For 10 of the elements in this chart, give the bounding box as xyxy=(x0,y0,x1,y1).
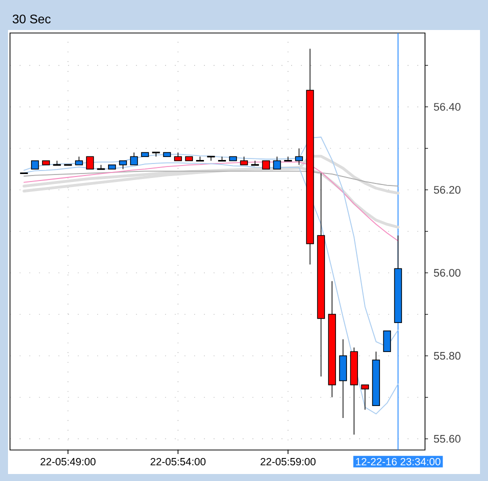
x-tick-label: 22-05:54:00 xyxy=(150,458,206,466)
y-tick-label: 56.40 xyxy=(434,102,460,111)
x-tick-label: 22-05:59:00 xyxy=(260,458,316,466)
y-tick-label: 56.20 xyxy=(434,186,460,194)
y-tick-label: 56.00 xyxy=(434,268,460,277)
y-tick-label: 55.60 xyxy=(434,434,460,443)
x-tick-label: 12-22-16 23:34:00 xyxy=(356,458,440,466)
chart-title: 30 Sec xyxy=(12,14,51,24)
y-tick-label: 55.80 xyxy=(434,352,460,360)
x-tick-label: 22-05:49:00 xyxy=(40,458,96,466)
